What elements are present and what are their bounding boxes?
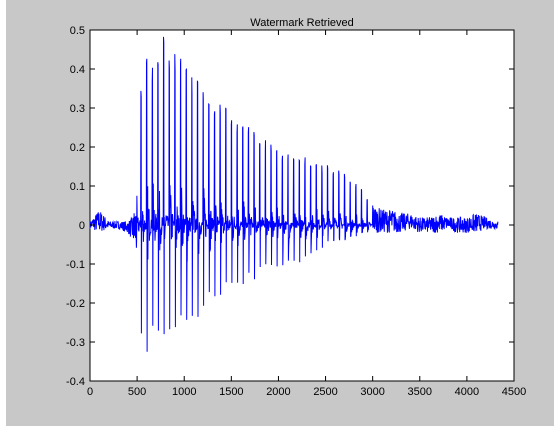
x-tick-label: 2500 <box>313 386 337 398</box>
y-tick-label: 0.3 <box>70 103 85 115</box>
y-tick-label: 0 <box>79 220 85 232</box>
waveform-series <box>89 36 499 352</box>
y-tick-label: -0.4 <box>66 376 85 388</box>
x-tick-label: 1000 <box>172 386 196 398</box>
x-axis-ticks: 0 500 1000 1500 2000 2500 3000 3500 4000 4500 <box>87 30 526 398</box>
x-tick-label: 3000 <box>360 386 384 398</box>
y-tick-label: 0.5 <box>70 25 85 37</box>
y-tick-label: -0.1 <box>66 259 85 271</box>
x-tick-label: 1500 <box>219 386 243 398</box>
x-tick-label: 500 <box>128 386 146 398</box>
y-tick-label: -0.3 <box>66 337 85 349</box>
y-axis-ticks: 0.5 0.4 0.3 0.2 0.1 0 -0.1 -0.2 -0.3 -0.4 <box>66 25 514 388</box>
y-tick-label: 0.2 <box>70 142 85 154</box>
x-tick-label: 3500 <box>408 386 432 398</box>
x-tick-label: 4000 <box>455 386 479 398</box>
y-tick-label: 0.1 <box>70 181 85 193</box>
x-tick-label: 2000 <box>266 386 290 398</box>
y-tick-label: -0.2 <box>66 298 85 310</box>
waveform-line <box>89 36 499 352</box>
plot-area <box>89 29 515 382</box>
x-tick-label: 0 <box>87 386 93 398</box>
y-tick-label: 0.4 <box>70 64 85 76</box>
chart-title: Watermark Retrieved <box>250 17 354 29</box>
x-tick-label: 4500 <box>502 386 526 398</box>
